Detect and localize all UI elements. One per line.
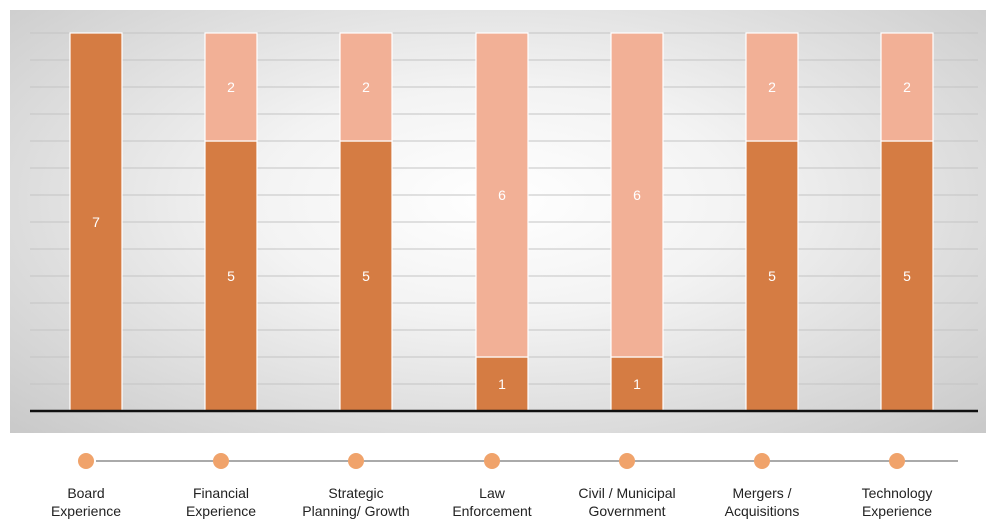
bar-segment bbox=[339, 140, 393, 412]
timeline-dot bbox=[348, 453, 364, 469]
timeline-dot bbox=[484, 453, 500, 469]
data-label: 2 bbox=[227, 79, 235, 95]
timeline-dot bbox=[619, 453, 635, 469]
data-label: 2 bbox=[362, 79, 370, 95]
timeline-dot bbox=[78, 453, 94, 469]
bar-segment bbox=[610, 356, 664, 412]
category-label: Civil / Municipal Government bbox=[578, 485, 676, 519]
bar-segment bbox=[475, 356, 529, 412]
timeline-dot bbox=[213, 453, 229, 469]
category-label: Mergers / Acquisitions bbox=[724, 485, 800, 519]
bar-segment bbox=[880, 140, 934, 412]
timeline-dot bbox=[754, 453, 770, 469]
bar-segment bbox=[880, 32, 934, 142]
data-label: 2 bbox=[903, 79, 911, 95]
data-label: 5 bbox=[362, 268, 370, 284]
data-label: 2 bbox=[768, 79, 776, 95]
timeline-dot bbox=[889, 453, 905, 469]
category-label: Law Enforcement bbox=[452, 485, 532, 519]
category-label: Board Experience bbox=[50, 485, 122, 519]
data-label: 5 bbox=[227, 268, 235, 284]
bar-segment bbox=[610, 32, 664, 358]
bar-segment bbox=[475, 32, 529, 358]
data-label: 6 bbox=[633, 187, 641, 203]
category-label: Financial Experience bbox=[185, 485, 257, 519]
category-label: Strategic Planning/ Growth bbox=[302, 485, 410, 519]
bar-segment bbox=[745, 32, 799, 142]
data-label: 6 bbox=[498, 187, 506, 203]
data-label: 1 bbox=[633, 376, 641, 392]
bar-segment bbox=[69, 32, 123, 412]
data-label: 7 bbox=[92, 214, 100, 230]
data-label: 1 bbox=[498, 376, 506, 392]
data-label: 5 bbox=[903, 268, 911, 284]
category-label: Technology Experience bbox=[861, 485, 933, 519]
bar-segment bbox=[339, 32, 393, 142]
bar-segment bbox=[204, 32, 258, 142]
bar-segment bbox=[204, 140, 258, 412]
data-label: 5 bbox=[768, 268, 776, 284]
